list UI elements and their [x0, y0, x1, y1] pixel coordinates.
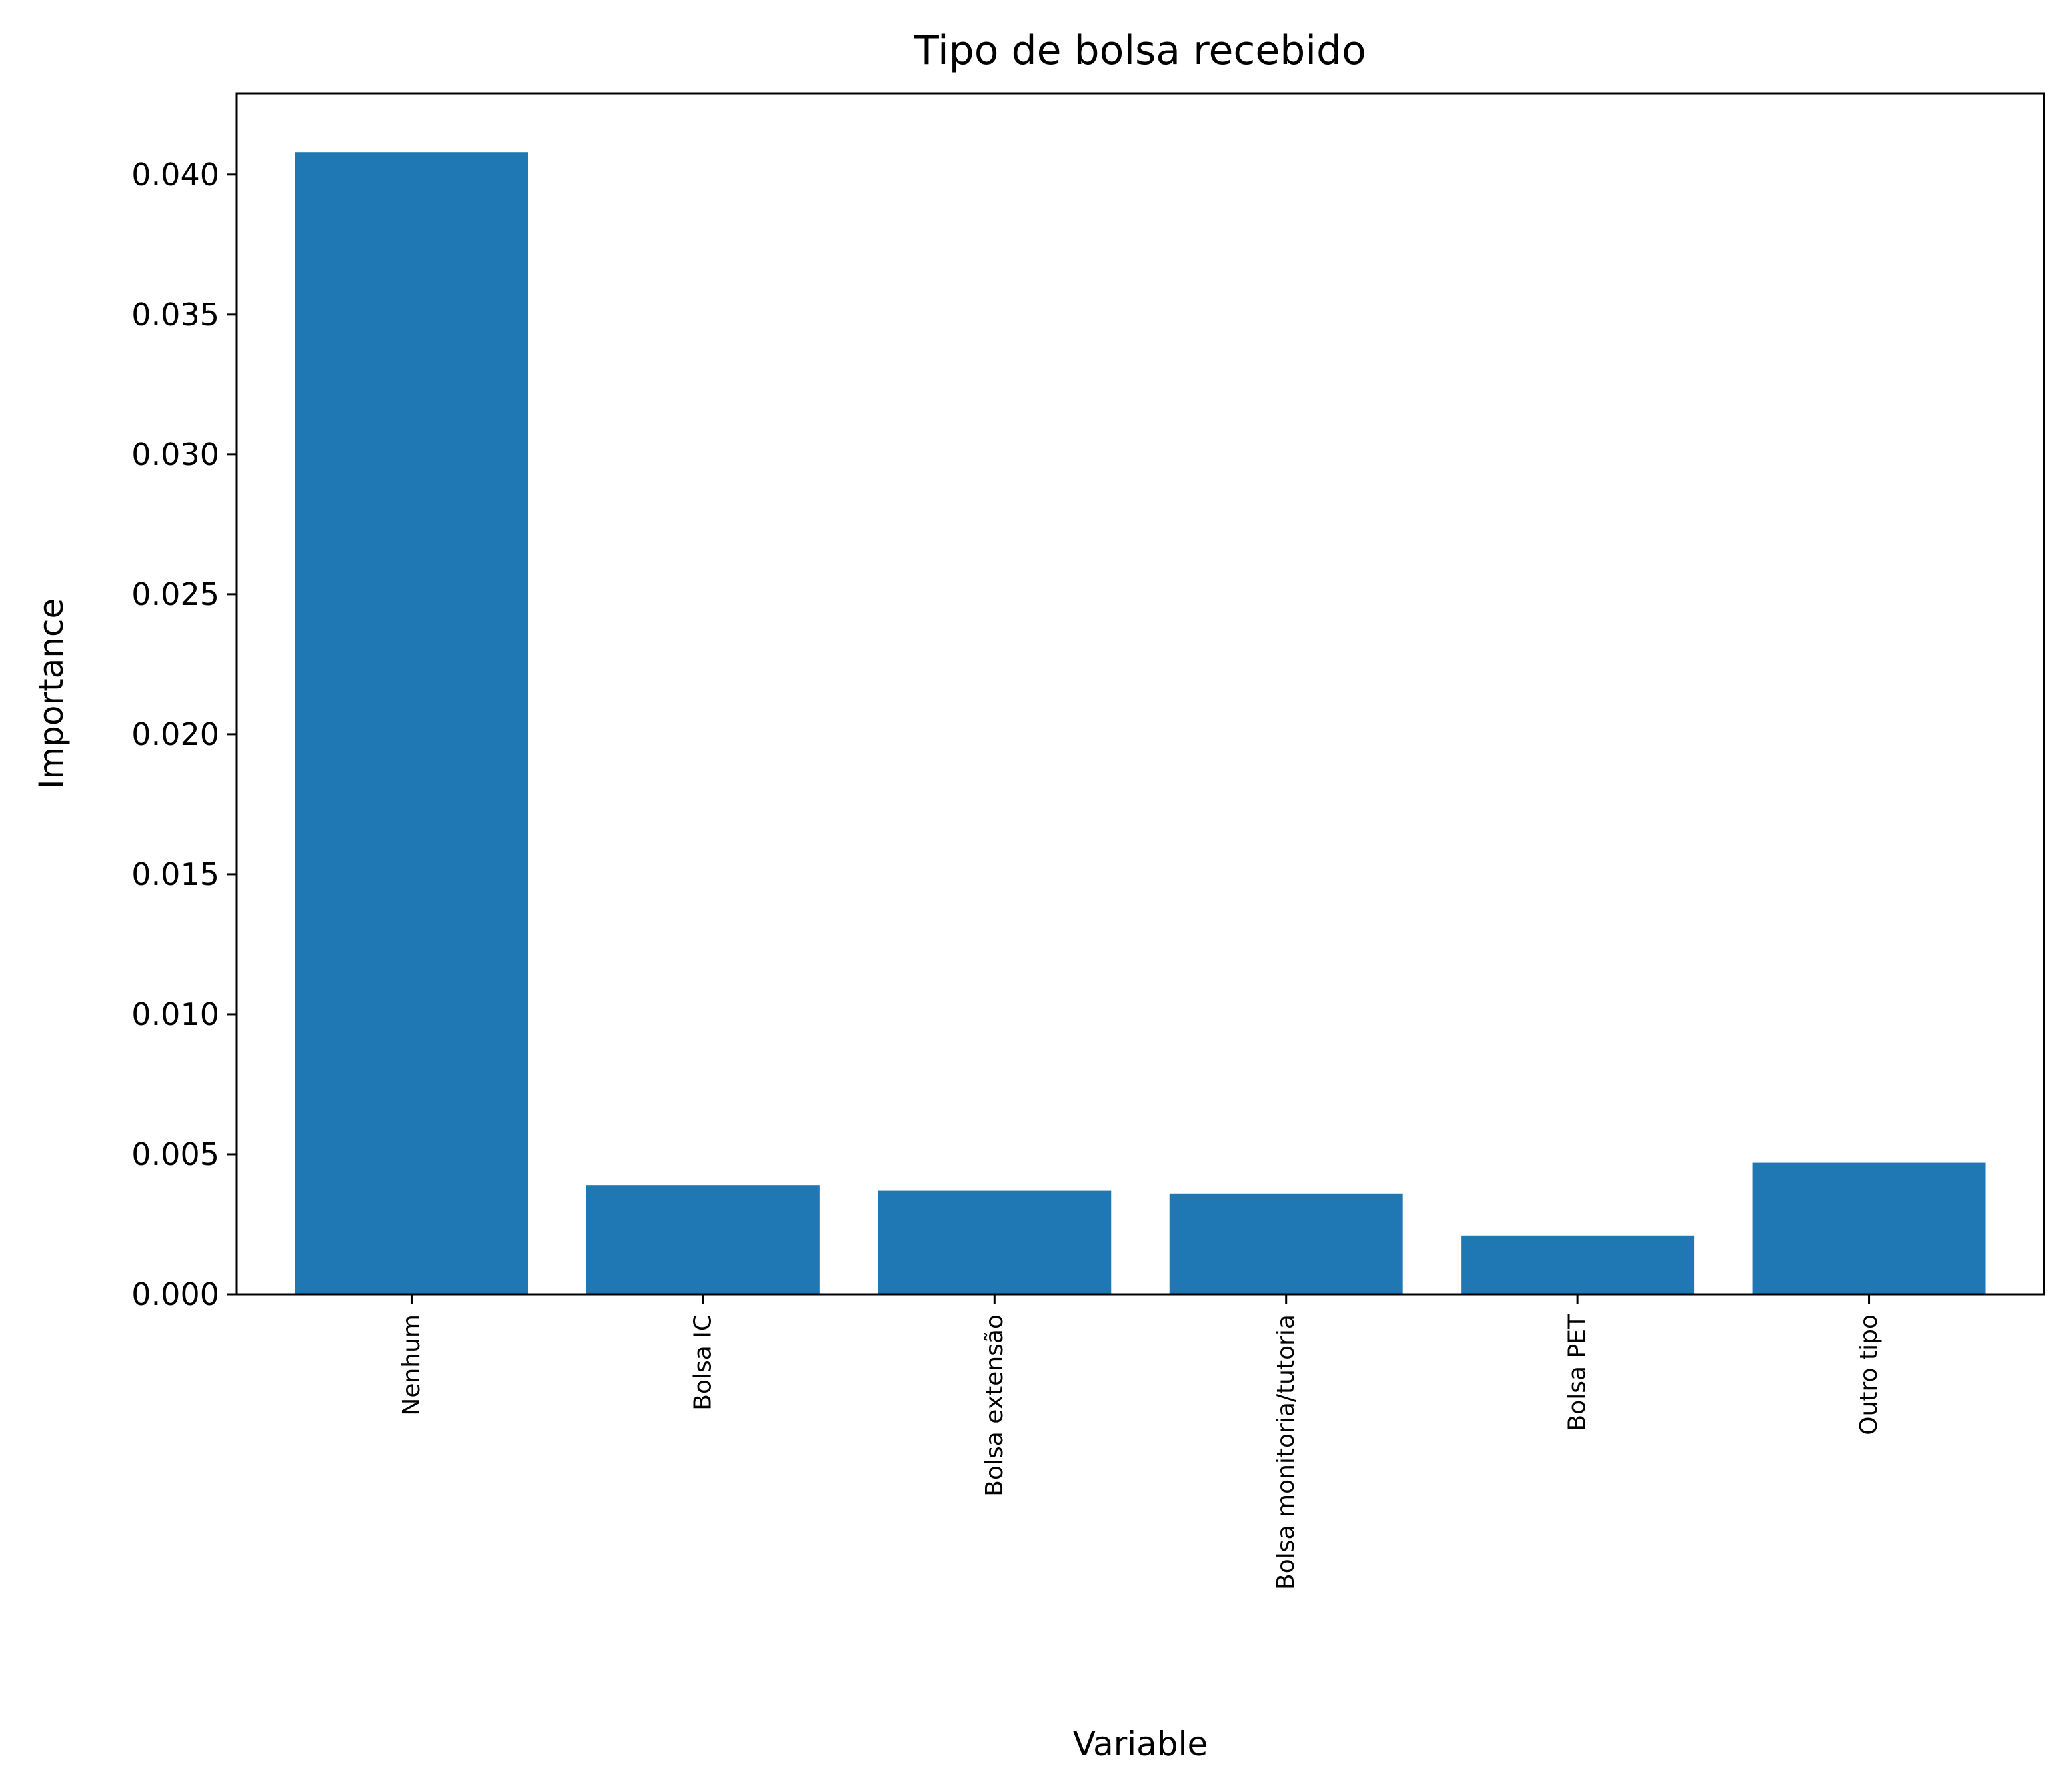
- x-tick-label: Bolsa extensão: [981, 1314, 1008, 1497]
- x-axis: Nenhum Bolsa IC Bolsa extensão Bolsa monito…: [398, 1294, 1883, 1590]
- y-tick-label: 0.015: [131, 856, 219, 892]
- plot-frame: [235, 92, 2045, 1296]
- bar-3: [878, 1190, 1112, 1294]
- chart-title: Tipo de bolsa recebido: [914, 27, 1366, 74]
- bars-group: [295, 152, 1986, 1294]
- y-tick-label: 0.030: [131, 437, 219, 472]
- y-tick-label: 0.025: [131, 576, 219, 612]
- y-tick-label: 0.010: [131, 996, 219, 1032]
- y-axis: 0.000 0.005 0.010 0.015 0.020 0.025 0.030 0.035…: [131, 157, 237, 1312]
- y-tick-label: 0.035: [131, 297, 219, 333]
- x-tick-label: Bolsa IC: [689, 1314, 716, 1411]
- x-tick-label: Bolsa monitoria/tutoria: [1272, 1314, 1300, 1590]
- y-tick-label: 0.000: [131, 1276, 219, 1312]
- bar-1: [295, 152, 528, 1294]
- x-tick-label: Outro tipo: [1855, 1314, 1883, 1435]
- bar-4: [1169, 1193, 1403, 1294]
- bar-6: [1752, 1162, 1986, 1294]
- bar-5: [1461, 1235, 1695, 1294]
- bar-2: [586, 1185, 820, 1294]
- x-tick-label: Bolsa PET: [1564, 1314, 1591, 1431]
- y-tick-label: 0.040: [131, 157, 219, 193]
- y-tick-label: 0.005: [131, 1136, 219, 1172]
- x-axis-label: Variable: [1073, 1725, 1208, 1763]
- y-axis-label: Importance: [32, 598, 71, 790]
- x-tick-label: Nenhum: [398, 1314, 425, 1416]
- y-tick-label: 0.020: [131, 716, 219, 752]
